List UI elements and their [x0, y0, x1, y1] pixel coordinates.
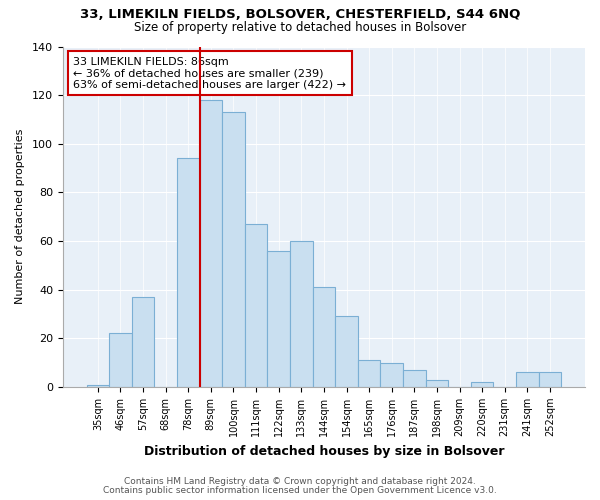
Bar	[245, 224, 268, 387]
Text: 33, LIMEKILN FIELDS, BOLSOVER, CHESTERFIELD, S44 6NQ: 33, LIMEKILN FIELDS, BOLSOVER, CHESTERFI…	[80, 8, 520, 20]
X-axis label: Distribution of detached houses by size in Bolsover: Distribution of detached houses by size …	[143, 444, 504, 458]
Y-axis label: Number of detached properties: Number of detached properties	[15, 129, 25, 304]
Bar	[109, 334, 132, 387]
Bar	[222, 112, 245, 387]
Bar	[539, 372, 561, 387]
Bar	[516, 372, 539, 387]
Bar	[313, 287, 335, 387]
Text: Contains public sector information licensed under the Open Government Licence v3: Contains public sector information licen…	[103, 486, 497, 495]
Bar	[132, 297, 154, 387]
Bar	[268, 251, 290, 387]
Bar	[471, 382, 493, 387]
Bar	[86, 384, 109, 387]
Bar	[425, 380, 448, 387]
Bar	[358, 360, 380, 387]
Bar	[200, 100, 222, 387]
Text: 33 LIMEKILN FIELDS: 86sqm
← 36% of detached houses are smaller (239)
63% of semi: 33 LIMEKILN FIELDS: 86sqm ← 36% of detac…	[73, 56, 346, 90]
Text: Contains HM Land Registry data © Crown copyright and database right 2024.: Contains HM Land Registry data © Crown c…	[124, 477, 476, 486]
Bar	[177, 158, 200, 387]
Bar	[403, 370, 425, 387]
Bar	[290, 241, 313, 387]
Bar	[335, 316, 358, 387]
Bar	[380, 362, 403, 387]
Text: Size of property relative to detached houses in Bolsover: Size of property relative to detached ho…	[134, 21, 466, 34]
